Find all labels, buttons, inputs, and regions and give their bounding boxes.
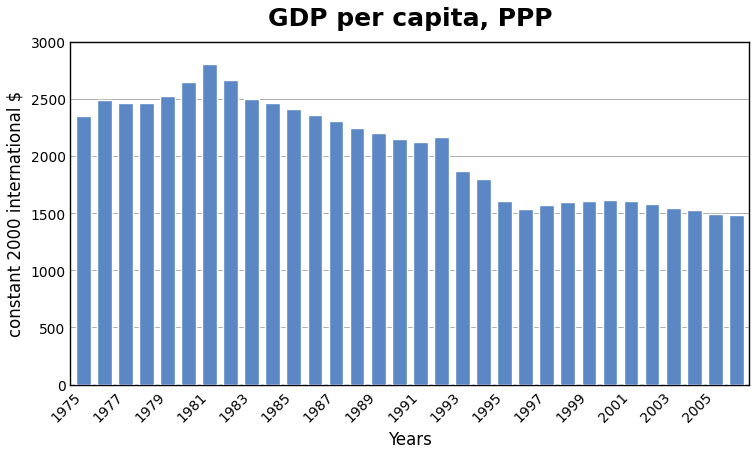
Bar — [434, 138, 449, 385]
Bar — [265, 104, 280, 385]
Bar — [687, 210, 702, 385]
Bar — [370, 134, 386, 385]
Bar — [244, 100, 259, 385]
Bar — [624, 201, 638, 385]
Title: GDP per capita, PPP: GDP per capita, PPP — [268, 7, 552, 31]
Bar — [666, 208, 680, 385]
Bar — [455, 172, 469, 385]
Bar — [308, 116, 322, 385]
Bar — [97, 101, 112, 385]
Bar — [223, 81, 238, 385]
Bar — [729, 216, 744, 385]
Bar — [118, 104, 132, 385]
Bar — [519, 209, 533, 385]
Bar — [76, 116, 91, 385]
Bar — [413, 142, 428, 385]
Bar — [708, 215, 723, 385]
Bar — [139, 104, 153, 385]
Bar — [350, 129, 364, 385]
Bar — [329, 121, 343, 385]
Bar — [497, 201, 512, 385]
Bar — [603, 201, 618, 385]
Y-axis label: constant 2000 international $: constant 2000 international $ — [7, 91, 25, 337]
Bar — [560, 203, 575, 385]
Bar — [181, 82, 196, 385]
Bar — [476, 179, 491, 385]
Bar — [539, 205, 554, 385]
Bar — [287, 109, 301, 385]
Bar — [581, 201, 596, 385]
Bar — [645, 205, 659, 385]
Bar — [392, 140, 407, 385]
X-axis label: Years: Years — [388, 430, 432, 448]
Bar — [160, 97, 175, 385]
Bar — [202, 66, 217, 385]
